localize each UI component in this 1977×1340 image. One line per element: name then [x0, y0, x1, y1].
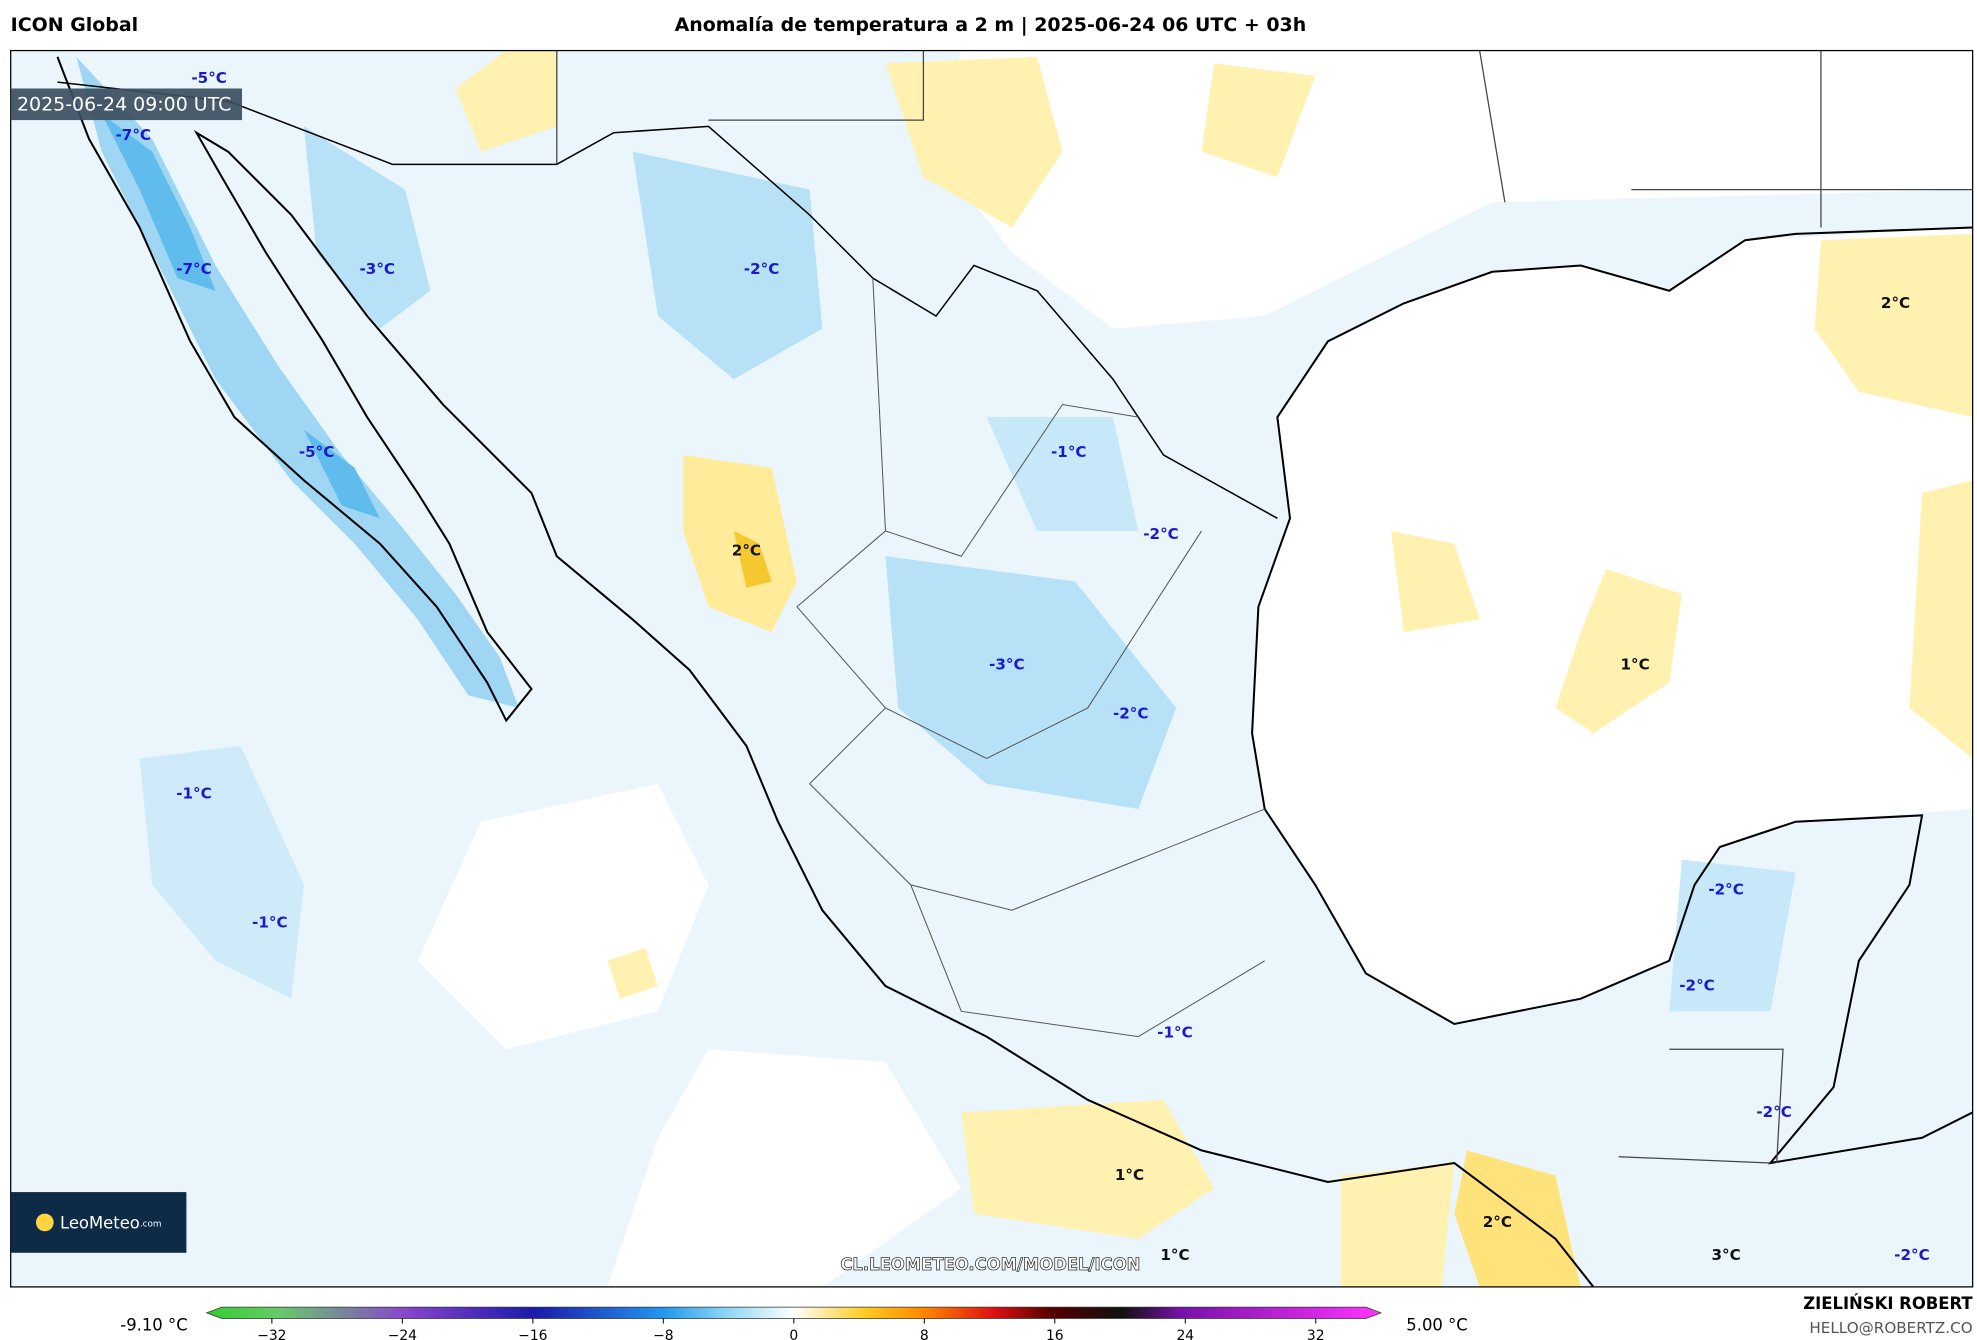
- contour-label: 1°C: [1620, 655, 1649, 673]
- contour-label: 2°C: [1881, 294, 1910, 312]
- cool-anomaly: [885, 556, 1177, 810]
- cool-anomaly: [986, 417, 1139, 531]
- logo-sun: [35, 1213, 54, 1232]
- cool-anomaly: [1669, 859, 1796, 1012]
- north-area: [936, 50, 1973, 329]
- model-name: ICON Global: [11, 14, 138, 36]
- colorbar-tick-label: 16: [1046, 1328, 1064, 1340]
- cool-anomaly: [101, 113, 216, 291]
- logo-text: LeoMeteo.com: [60, 1213, 162, 1232]
- warm-anomaly: [607, 948, 658, 999]
- colorbar-tick-label: −32: [257, 1328, 286, 1340]
- contour-label: -2°C: [1679, 977, 1715, 995]
- contour-label: -2°C: [1894, 1246, 1930, 1264]
- contour-label: 2°C: [1483, 1213, 1512, 1231]
- pacific-area: [607, 1049, 962, 1287]
- contour-label: -7°C: [116, 126, 152, 144]
- contour-label: -1°C: [1157, 1023, 1193, 1041]
- time-box: [10, 88, 243, 121]
- colorbar-tick-label: 0: [789, 1328, 798, 1340]
- warm-anomaly: [1454, 1150, 1581, 1287]
- colorbar-min: -9.10 °C: [120, 1316, 187, 1335]
- border: [556, 50, 1973, 1164]
- colorbar-max: 5.00 °C: [1406, 1316, 1467, 1335]
- map-title: Anomalía de temperatura a 2 m | 2025-06-…: [675, 14, 1307, 36]
- colorbar-tick-label: −24: [388, 1328, 417, 1340]
- cool-anomaly: [303, 126, 431, 329]
- coastline: [1251, 226, 1973, 1165]
- email: HELLO@ROBERTZ.CO: [1809, 1319, 1972, 1337]
- contour-label: -2°C: [1143, 525, 1179, 543]
- map-area: [10, 50, 1973, 1287]
- warm-anomaly: [1340, 1163, 1455, 1287]
- colorbar-tick-label: −8: [653, 1328, 673, 1340]
- contour-label: -2°C: [1756, 1103, 1792, 1121]
- cool-anomaly: [76, 56, 519, 708]
- warm-anomaly: [1909, 480, 1973, 759]
- logo-name: LeoMeteo: [60, 1213, 140, 1232]
- contour-label: -3°C: [360, 260, 396, 278]
- contour-label: 1°C: [1115, 1166, 1144, 1184]
- warm-anomaly: [1814, 233, 1973, 418]
- warm-anomaly: [1555, 568, 1682, 734]
- colorbar: [205, 1306, 1383, 1319]
- contour-label: -7°C: [176, 260, 212, 278]
- contour-label: -1°C: [176, 784, 212, 802]
- colorbar-tick-label: 32: [1307, 1328, 1325, 1340]
- warm-anomaly: [1201, 63, 1316, 177]
- coastline: [56, 56, 1595, 1287]
- cool-anomaly: [632, 151, 823, 380]
- contour-label: -5°C: [299, 443, 335, 461]
- contour-label: 3°C: [1712, 1246, 1741, 1264]
- contour-label: -1°C: [252, 913, 288, 931]
- contour-label: 2°C: [732, 542, 761, 560]
- cool-anomaly: [139, 745, 304, 999]
- contour-label: -3°C: [989, 655, 1025, 673]
- cool-anomaly: [303, 429, 380, 519]
- contour-label: -2°C: [1708, 880, 1744, 898]
- colorbar-tick-label: 24: [1176, 1328, 1194, 1340]
- colorbar-tick-label: −16: [518, 1328, 547, 1340]
- warm-anomaly: [1391, 530, 1480, 633]
- warm-anomaly: [455, 50, 557, 152]
- valid-time: 2025-06-24 09:00 UTC: [17, 93, 231, 115]
- border: [57, 81, 1278, 519]
- contour-label: -2°C: [744, 260, 780, 278]
- warm-anomaly: [885, 56, 1063, 228]
- watermark: CL.LEOMETEO.COM/MODEL/ICON: [840, 1255, 1140, 1274]
- colorbar-tick-label: 8: [920, 1328, 929, 1340]
- contour-label: 1°C: [1160, 1246, 1189, 1264]
- logo-suffix: .com: [140, 1219, 162, 1229]
- contour-label: -2°C: [1113, 705, 1149, 723]
- state-border: [796, 278, 1265, 1038]
- warm-anomaly: [961, 1099, 1215, 1239]
- map-frame: [10, 49, 1974, 1288]
- author: ZIELIŃSKI ROBERT: [1803, 1294, 1973, 1313]
- contour-label: -5°C: [191, 69, 227, 87]
- contour-label: -1°C: [1051, 443, 1087, 461]
